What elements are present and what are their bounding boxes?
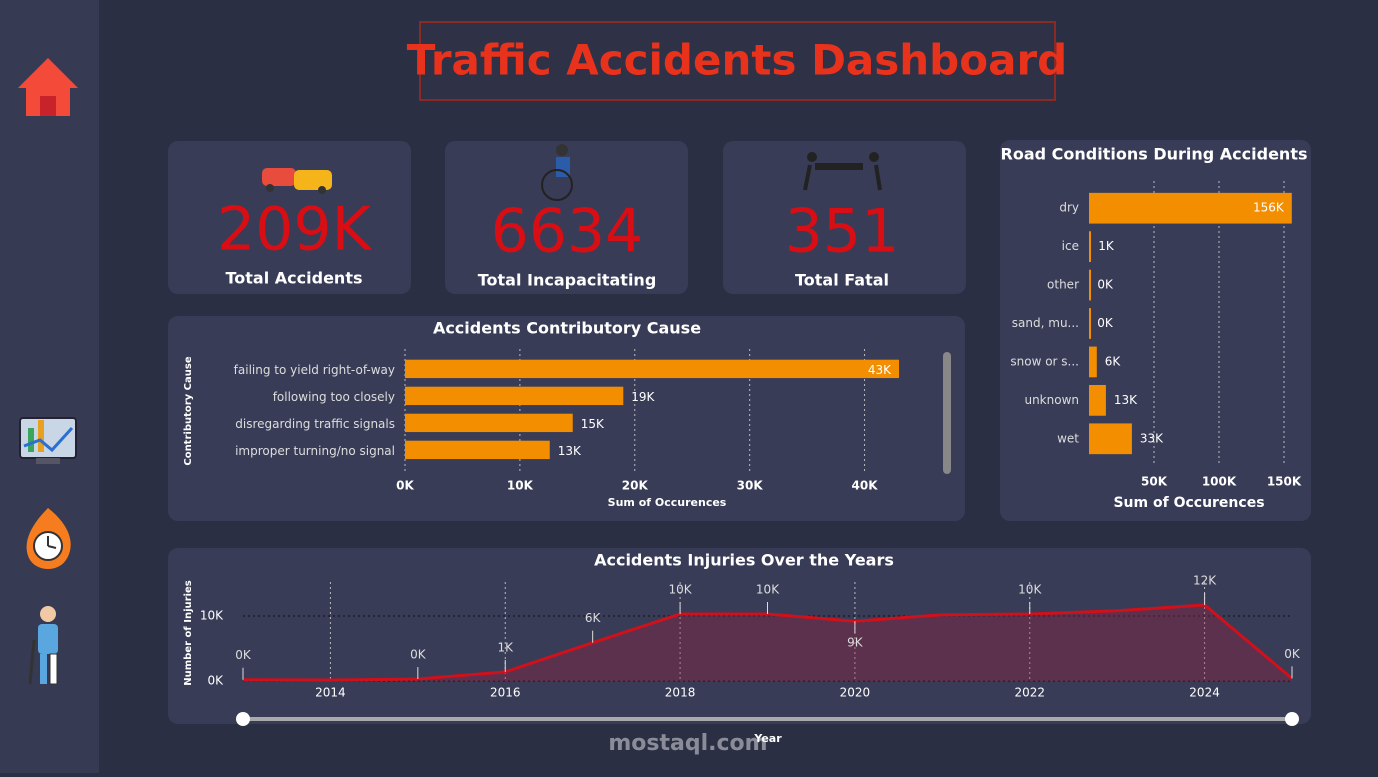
kpi-label: Total Fatal	[795, 271, 889, 290]
x-tick-label: 40K	[852, 479, 879, 493]
y-axis-label: Contributory Cause	[183, 356, 194, 465]
value-label: 0K	[1097, 278, 1114, 292]
bar	[1089, 269, 1091, 301]
value-label: 10K	[1018, 583, 1042, 597]
watermark: mostaql.com	[608, 731, 767, 756]
y-tick-label: disregarding traffic signals	[235, 417, 395, 431]
injury-icon[interactable]	[28, 606, 58, 685]
value-label: 33K	[1140, 431, 1164, 445]
y-tick-label: snow or s...	[1010, 354, 1079, 368]
x-axis-label: Sum of Occurences	[1113, 495, 1264, 511]
y-tick-label: following too closely	[273, 390, 395, 404]
bar	[405, 440, 550, 460]
bar	[405, 359, 900, 379]
value-label: 0K	[1097, 316, 1114, 330]
x-tick-label: 2018	[665, 686, 696, 700]
stretcher-icon	[803, 152, 882, 191]
home-icon[interactable]	[18, 58, 78, 116]
x-tick-label: 20K	[622, 479, 649, 493]
chart-title: Accidents Injuries Over the Years	[594, 551, 894, 570]
value-label: 156K	[1253, 201, 1285, 215]
x-axis-label: Year	[753, 732, 782, 745]
bar	[1089, 192, 1292, 224]
value-label: 43K	[868, 363, 892, 377]
kpi-card	[168, 141, 411, 294]
value-label: 0K	[235, 648, 252, 662]
bar	[1089, 231, 1091, 263]
area	[243, 604, 1292, 681]
bar	[1089, 384, 1106, 416]
y-tick-label: 10K	[200, 609, 224, 623]
kpi-value: 209K	[217, 195, 373, 265]
car-icon	[262, 168, 332, 194]
y-tick-label: 0K	[207, 674, 224, 688]
bar	[1089, 308, 1091, 339]
chart-card	[1000, 140, 1311, 521]
value-label: 6K	[585, 611, 602, 625]
slider-handle[interactable]	[1285, 712, 1299, 726]
kpi-label: Total Incapacitating	[478, 271, 657, 290]
value-label: 1K	[497, 640, 514, 654]
slider-handle[interactable]	[236, 712, 250, 726]
value-label: 19K	[631, 390, 655, 404]
y-tick-label: improper turning/no signal	[235, 444, 395, 458]
value-label: 10K	[669, 583, 693, 597]
y-tick-label: sand, mu...	[1012, 316, 1079, 330]
x-tick-label: 30K	[737, 479, 764, 493]
chart-card	[168, 548, 1311, 724]
y-tick-label: dry	[1059, 201, 1079, 215]
chart-title: Accidents Contributory Cause	[433, 319, 701, 338]
bar	[1089, 423, 1132, 455]
value-label: 9K	[847, 636, 864, 650]
time-icon[interactable]	[26, 508, 71, 569]
y-tick-label: failing to yield right-of-way	[234, 363, 395, 377]
kpi-value: 6634	[491, 197, 644, 267]
x-tick-label: 2016	[490, 686, 521, 700]
kpi-card	[723, 141, 966, 294]
x-axis-label: Sum of Occurences	[608, 496, 727, 509]
value-label: 13K	[1114, 393, 1138, 407]
value-label: 1K	[1098, 239, 1115, 253]
scrollbar[interactable]	[943, 352, 951, 474]
x-tick-label: 100K	[1202, 475, 1237, 489]
x-tick-label: 2014	[315, 686, 346, 700]
y-tick-label: unknown	[1024, 393, 1079, 407]
bar	[405, 413, 573, 433]
kpi-label: Total Accidents	[226, 269, 363, 288]
y-tick-label: wet	[1057, 431, 1079, 445]
analytics-icon[interactable]	[19, 417, 77, 464]
value-label: 10K	[756, 583, 780, 597]
x-tick-label: 150K	[1267, 475, 1302, 489]
x-tick-label: 50K	[1141, 475, 1168, 489]
dashboard-title: Traffic Accidents Dashboard	[407, 36, 1067, 85]
value-label: 12K	[1193, 573, 1217, 587]
y-axis-label: Number of Injuries	[183, 580, 194, 685]
bar	[1089, 346, 1097, 378]
y-tick-label: other	[1047, 278, 1079, 292]
kpi-card	[445, 141, 688, 294]
x-tick-label: 2020	[840, 686, 871, 700]
x-tick-label: 10K	[507, 479, 534, 493]
title-frame	[419, 21, 1056, 101]
value-label: 0K	[410, 648, 427, 662]
chart-title: Road Conditions During Accidents	[1001, 145, 1308, 164]
kpi-value: 351	[785, 197, 900, 267]
value-label: 15K	[581, 417, 605, 431]
x-tick-label: 2022	[1014, 686, 1045, 700]
x-tick-label: 0K	[396, 479, 414, 493]
bar	[405, 386, 624, 406]
y-tick-label: ice	[1062, 239, 1079, 253]
x-tick-label: 2024	[1189, 686, 1220, 700]
wheelchair-icon	[541, 144, 573, 201]
value-label: 13K	[558, 444, 582, 458]
value-label: 6K	[1105, 354, 1122, 368]
value-label: 0K	[1284, 647, 1301, 661]
